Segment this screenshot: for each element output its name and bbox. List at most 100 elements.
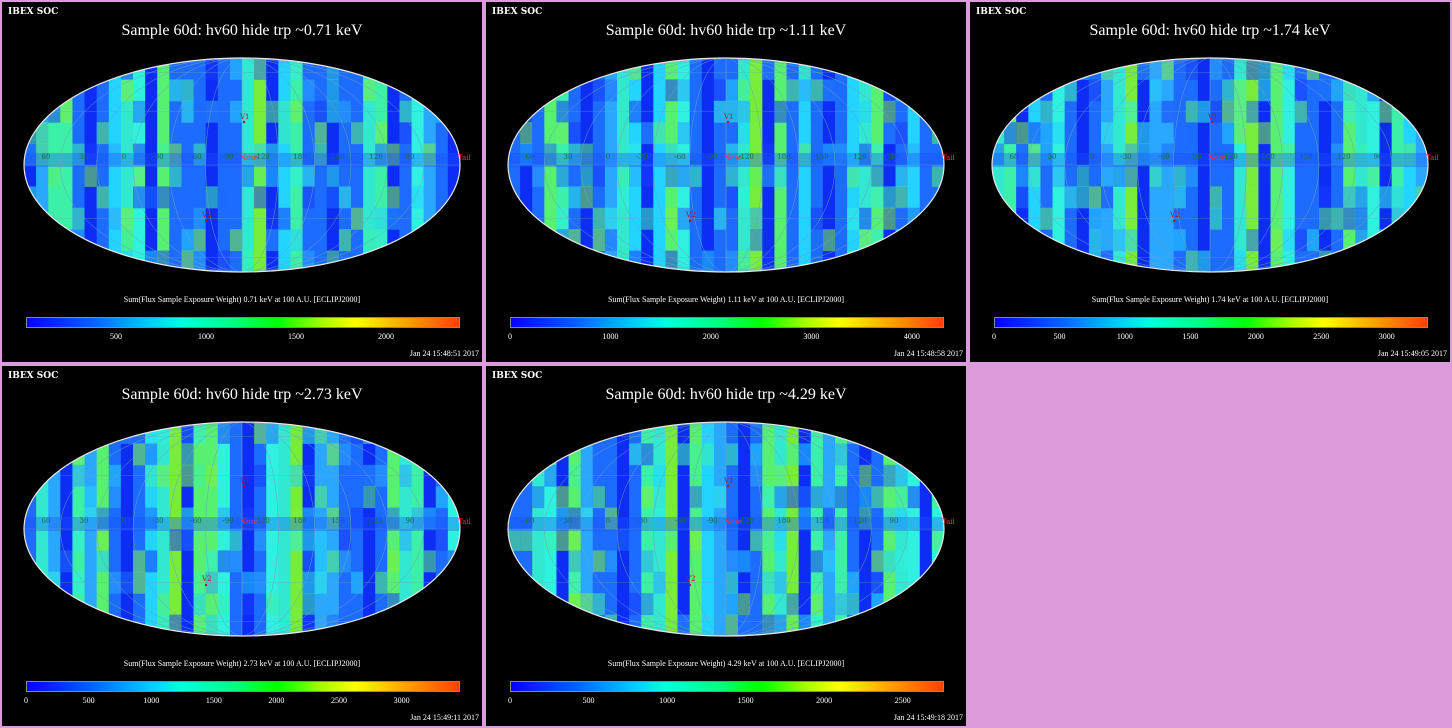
lon-tick-label: 0 (606, 517, 610, 525)
lon-tick-label: 150 (815, 153, 828, 161)
lon-tick-label: 120 (369, 517, 382, 525)
colorbar-tick-label: 1000 (198, 332, 214, 341)
panel-header: IBEX SOC (492, 371, 543, 381)
colorbar-ticks: 0 500 1000 1500 2000 2500 (508, 696, 942, 708)
panel-header: IBEX SOC (8, 371, 59, 381)
nose-marker: Nose (724, 154, 742, 162)
map-outline (991, 57, 1429, 273)
lon-tick-label: -60 (674, 153, 685, 161)
sky-map (24, 422, 460, 636)
mollweide-map: 60 30 0 -30 -60 -90 -120 180 150 120 90 V1 V2 Nose Tai… (991, 57, 1440, 273)
lon-tick-label: 30 (80, 153, 89, 161)
lon-tick-label: -60 (190, 153, 201, 161)
colorbar-tick-label: 0 (992, 332, 996, 341)
lon-tick-label: 120 (1337, 153, 1350, 161)
panel-header: IBEX SOC (492, 7, 543, 17)
lon-tick-label: 90 (1374, 153, 1383, 161)
lon-tick-label: -60 (1158, 153, 1169, 161)
lon-tick-label: 90 (406, 153, 415, 161)
lon-tick-label: -120 (1222, 153, 1238, 161)
colorbar-tick-label: 500 (82, 696, 95, 705)
timestamp: Jan 24 15:49:05 2017 (1377, 349, 1447, 358)
v1-marker: V1 (239, 113, 250, 121)
lon-tick-label: -30 (1120, 153, 1131, 161)
lon-tick-label: 60 (42, 153, 51, 161)
mollweide-map: 60 30 0 -30 -60 -90 -120 180 150 120 90 V1 V2 Nose Tai… (23, 57, 472, 273)
lon-tick-label: 60 (42, 517, 51, 525)
colorbar-tick-label: 2500 (331, 696, 348, 705)
colorbar-tick-label: 2000 (816, 696, 833, 705)
lon-tick-label: 90 (890, 517, 899, 525)
lon-tick-label: -120 (738, 153, 754, 161)
lon-tick-label: 0 (1090, 153, 1094, 161)
colorbar-label: Sum(Flux Sample Exposure Weight) 4.29 ke… (607, 659, 845, 668)
colorbar-tick-label: 1000 (1116, 332, 1133, 341)
lon-tick-label: 30 (1048, 153, 1057, 161)
v2-marker: V2 (685, 211, 696, 219)
colorbar-tick-label: 2000 (702, 332, 719, 341)
colorbar-tick-label: 0 (508, 696, 512, 705)
lon-tick-label: 150 (331, 517, 344, 525)
v2-marker: V2 (201, 211, 212, 219)
lon-tick-label: 150 (331, 153, 344, 161)
map-outline (507, 421, 945, 637)
colorbar-tick-label: 0 (24, 696, 28, 705)
colorbar-tick-label: 1500 (205, 696, 222, 705)
tail-marker: Tail (942, 154, 956, 162)
lon-tick-label: -30 (152, 153, 163, 161)
lon-tick-label: -120 (254, 517, 270, 525)
v2-marker: V2 (201, 575, 212, 583)
tail-marker: Tail (942, 518, 956, 526)
sky-map (24, 58, 460, 272)
v1-marker: V1 (723, 113, 734, 121)
lon-tick-label: -30 (152, 517, 163, 525)
panel-title: Sample 60d: hv60 hide trp ~2.73 keV (121, 386, 363, 403)
colorbar-tick-label: 2000 (378, 332, 394, 341)
colorbar (510, 317, 944, 328)
lon-tick-label: 180 (777, 153, 790, 161)
colorbar-tick-label: 1000 (659, 696, 676, 705)
lon-tick-label: 180 (293, 517, 306, 525)
lon-tick-label: 90 (890, 153, 899, 161)
sky-map (508, 58, 944, 272)
lon-tick-label: -120 (254, 153, 270, 161)
map-outline (23, 57, 461, 273)
colorbar-tick-label: 1500 (737, 696, 754, 705)
colorbar-tick-label: 500 (1053, 332, 1066, 341)
colorbar-tick-label: 0 (508, 332, 512, 341)
colorbar-tick-label: 2500 (1313, 332, 1330, 341)
map-outline (23, 421, 461, 637)
colorbar-tick-label: 4000 (903, 332, 920, 341)
lon-tick-label: -90 (706, 517, 717, 525)
lon-tick-label: 180 (293, 153, 306, 161)
lon-tick-label: 180 (1261, 153, 1274, 161)
v1-marker: V1 (239, 477, 250, 485)
panel-title: Sample 60d: hv60 hide trp ~4.29 keV (605, 386, 847, 403)
colorbar-ticks: 0 500 1000 1500 2000 2500 3000 (24, 696, 458, 708)
lon-tick-label: -60 (674, 517, 685, 525)
colorbar-ticks: 0 500 1000 1500 2000 2500 3000 (992, 332, 1426, 344)
tail-marker: Tail (458, 518, 472, 526)
lon-tick-label: -90 (706, 153, 717, 161)
colorbar (994, 317, 1428, 328)
colorbar (510, 681, 944, 692)
lon-tick-label: 30 (564, 153, 573, 161)
lon-tick-label: 60 (526, 517, 535, 525)
map-outline (507, 57, 945, 273)
lon-tick-label: 60 (1010, 153, 1019, 161)
lon-tick-label: 150 (1299, 153, 1312, 161)
colorbar-tick-label: 500 (582, 696, 595, 705)
colorbar (26, 317, 460, 328)
nose-marker: Nose (724, 518, 742, 526)
colorbar-tick-label: 3000 (393, 696, 410, 705)
sky-map (508, 422, 944, 636)
colorbar-tick-label: 1000 (143, 696, 160, 705)
timestamp: Jan 24 15:49:18 2017 (893, 713, 963, 722)
lon-tick-label: -120 (738, 517, 754, 525)
sky-map (992, 58, 1428, 272)
panel-title: Sample 60d: hv60 hide trp ~1.74 keV (1089, 22, 1331, 39)
mollweide-map: 60 30 0 -30 -60 -90 -120 180 150 120 90 V1 V2 Nose Tai… (23, 421, 472, 637)
v2-marker: V2 (1169, 211, 1180, 219)
colorbar-label: Sum(Flux Sample Exposure Weight) 2.73 ke… (123, 659, 361, 668)
lon-tick-label: 0 (606, 153, 610, 161)
